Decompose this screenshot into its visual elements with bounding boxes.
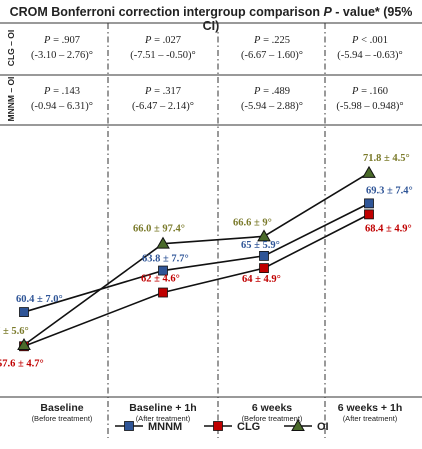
p-value: P = .489: [254, 86, 290, 97]
legend-label-mnnm: MNNM: [148, 421, 182, 433]
confidence-interval: (-5.98 – 0.948)°: [336, 101, 404, 112]
marker-mnnm: [19, 307, 29, 317]
legend-marker-clg: [213, 421, 223, 431]
data-label: 57.7 ± 5.6°: [0, 326, 29, 337]
p-value: P = .160: [352, 86, 388, 97]
series-line-mnnm: [23, 202, 370, 313]
legend-label-clg: CLG: [237, 421, 260, 433]
p-value-cell: P = .317 (-6.47 – 2.14)°: [113, 84, 213, 114]
x-tick-label: Baseline + 1h (After treatment): [108, 402, 218, 423]
confidence-interval: (-5.94 – -0.63)°: [337, 50, 403, 61]
confidence-interval: (-0.94 – 6.31)°: [31, 101, 93, 112]
data-label: 65 ± 5.9°: [241, 240, 280, 251]
marker-mnnm: [158, 265, 168, 276]
data-label: 57.6 ± 4.7°: [0, 358, 44, 369]
data-label: 63.8 ± 7.7°: [142, 254, 189, 265]
p-value-cell: P = .225 (-6.67 – 1.60)°: [222, 33, 322, 63]
p-value: P = .225: [254, 35, 290, 46]
p-value-cell: P < .001 (-5.94 – -0.63)°: [320, 33, 420, 63]
marker-oi: [257, 229, 271, 242]
p-value: P = .027: [145, 35, 181, 46]
data-labels: 60.4 ± 7.0° 63.8 ± 7.7° 65 ± 5.9° 69.3 ± 7.…: [0, 153, 413, 369]
series-markers: [17, 165, 376, 352]
confidence-interval: (-3.10 – 2.76)°: [31, 50, 93, 61]
category-subtitle: (After treatment): [342, 414, 398, 423]
confidence-interval: (-6.47 – 2.14)°: [132, 101, 194, 112]
p-value-cell: P = .143 (-0.94 – 6.31)°: [12, 84, 112, 114]
category-name: Baseline + 1h: [129, 402, 197, 414]
p-value: P = .907: [44, 35, 80, 46]
legend-marker-oi: [291, 418, 305, 431]
chart-title: CROM Bonferroni correction intergroup co…: [0, 5, 422, 33]
p-value-cell: P = .489 (-5.94 – 2.88)°: [222, 84, 322, 114]
marker-clg: [259, 263, 269, 274]
category-name: Baseline: [40, 402, 84, 414]
legend: MNNM CLG OI: [115, 418, 329, 433]
table-and-grid: [0, 22, 422, 438]
category-subtitle: (Before treatment): [31, 414, 93, 423]
data-label: 66.6 ± 9°: [233, 217, 272, 228]
series-line-oi: [23, 172, 370, 346]
series-lines: [23, 172, 370, 347]
marker-clg: [158, 287, 168, 298]
p-value: P < .001: [352, 35, 388, 46]
p-value-cell: P = .027 (-7.51 – -0.50)°: [113, 33, 213, 63]
marker-oi: [362, 165, 376, 178]
p-value: P = .317: [145, 86, 181, 97]
confidence-interval: (-7.51 – -0.50)°: [130, 50, 196, 61]
p-value: P = .143: [44, 86, 80, 97]
data-label: 69.3 ± 7.4°: [366, 185, 413, 196]
marker-oi: [156, 236, 170, 249]
marker-mnnm: [259, 250, 269, 261]
data-label: 60.4 ± 7.0°: [16, 294, 63, 305]
legend-label-oi: OI: [317, 421, 329, 433]
p-value-cell: P = .160 (-5.98 – 0.948)°: [320, 84, 420, 114]
x-tick-label: Baseline (Before treatment): [7, 402, 117, 423]
title-text: CROM Bonferroni correction intergroup co…: [9, 5, 413, 33]
data-label: 62 ± 4.6°: [141, 274, 180, 285]
series-line-clg: [23, 213, 370, 347]
marker-mnnm: [364, 198, 374, 209]
legend-marker-mnnm: [124, 421, 134, 431]
category-subtitle: (After treatment): [135, 414, 191, 423]
data-label: 64 ± 4.9°: [242, 274, 281, 285]
confidence-interval: (-5.94 – 2.88)°: [241, 101, 303, 112]
marker-clg: [364, 209, 374, 220]
data-label: 66.0 ± 97.4°: [133, 224, 185, 235]
marker-oi: [17, 338, 31, 351]
category-name: 6 weeks + 1h: [337, 402, 403, 414]
category-name: 6 weeks: [251, 402, 293, 414]
category-subtitle: (Before treatment): [241, 414, 303, 423]
x-tick-label: 6 weeks (Before treatment): [217, 402, 327, 423]
data-label: 68.4 ± 4.9°: [365, 223, 412, 234]
p-value-cell: P = .907 (-3.10 – 2.76)°: [12, 33, 112, 63]
x-tick-label: 6 weeks + 1h (After treatment): [315, 402, 422, 423]
data-label: 71.8 ± 4.5°: [363, 153, 410, 164]
confidence-interval: (-6.67 – 1.60)°: [241, 50, 303, 61]
